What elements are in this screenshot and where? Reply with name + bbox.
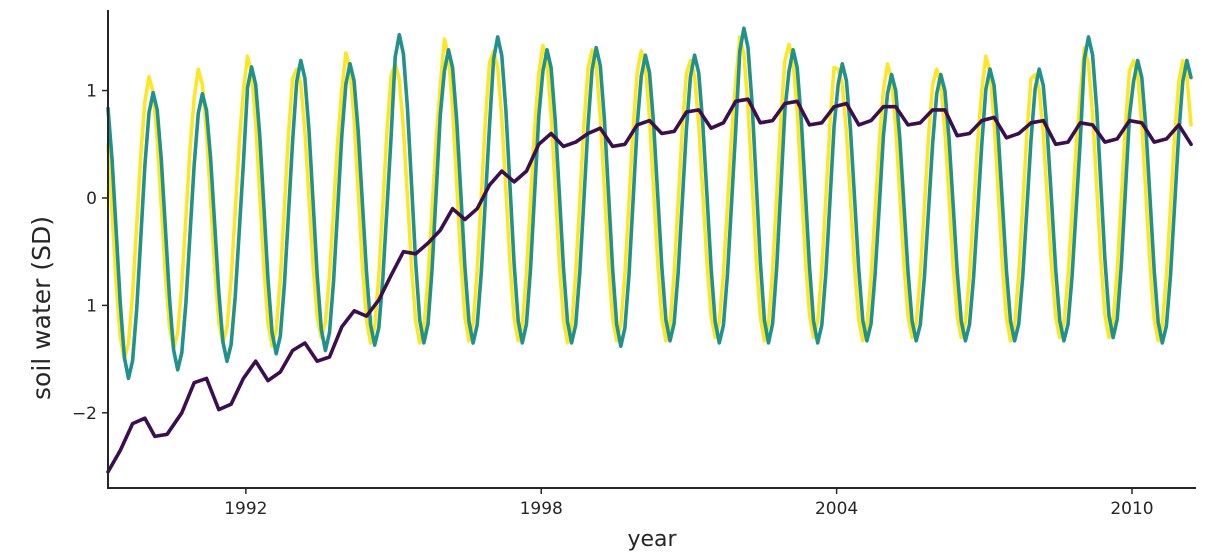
x-tick-label: 2004 [815,499,858,519]
series-line-1 [106,35,1193,361]
y-tick-label: 1 [86,296,97,316]
y-axis-title: soil water (SD) [27,216,56,400]
y-tick-label: 0 [86,189,97,209]
series-line-2 [106,26,1193,381]
y-tick-label: 1 [86,82,97,102]
x-tick-label: 2010 [1110,499,1153,519]
x-axis-ticks: 1992 1998 2004 2010 [224,488,1154,519]
series-line-3 [106,97,1193,474]
x-tick-label: 1998 [520,499,563,519]
series-layer [106,26,1193,474]
x-axis-title: year [627,527,677,552]
x-tick-label: 1992 [224,499,267,519]
y-tick-label: −2 [72,404,97,424]
y-axis-ticks: −2 1 0 1 [72,82,108,424]
